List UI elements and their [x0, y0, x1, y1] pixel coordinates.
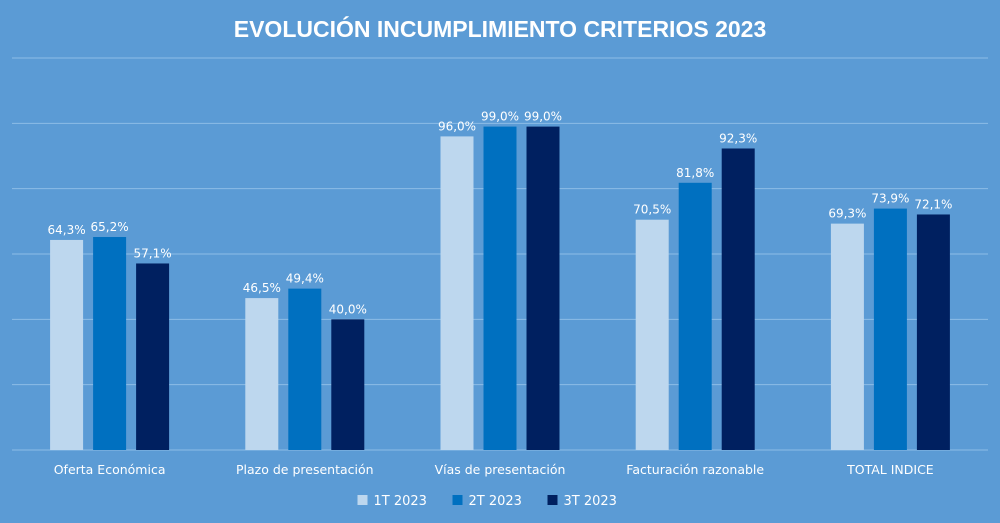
data-label: 72,1%	[914, 197, 952, 211]
category-labels: Oferta Económica Plazo de presentación Vía…	[54, 462, 934, 477]
bar	[721, 148, 755, 450]
bar	[916, 214, 950, 450]
legend-swatch	[357, 495, 368, 505]
data-label: 73,9%	[871, 192, 909, 206]
legend: 1T 2023 2T 2023 3T 2023	[357, 494, 617, 509]
bar	[50, 239, 84, 450]
bar	[830, 223, 864, 450]
bar	[93, 237, 127, 450]
category-label: Plazo de presentación	[236, 462, 374, 477]
category-label: Oferta Económica	[54, 462, 166, 477]
bar	[635, 219, 669, 450]
bar	[440, 136, 474, 450]
legend-label: 1T 2023	[374, 494, 427, 509]
data-label: 69,3%	[828, 207, 866, 221]
legend-label: 2T 2023	[469, 494, 522, 509]
legend-swatch	[452, 495, 463, 505]
category-label: TOTAL INDICE	[846, 462, 934, 477]
category-label: Vías de presentación	[435, 462, 566, 477]
data-label: 40,0%	[329, 302, 367, 316]
legend-label: 3T 2023	[564, 494, 617, 509]
bar	[245, 298, 279, 450]
bar	[526, 126, 560, 450]
data-label: 70,5%	[633, 203, 671, 217]
data-label: 49,4%	[286, 272, 324, 286]
data-label: 99,0%	[524, 110, 562, 124]
bars	[50, 126, 950, 450]
legend-swatch	[547, 495, 558, 505]
bar	[136, 263, 170, 450]
data-label: 65,2%	[91, 220, 129, 234]
data-label: 64,3%	[48, 223, 86, 237]
data-label: 99,0%	[481, 110, 519, 124]
data-label: 57,1%	[134, 246, 172, 260]
bar	[678, 182, 712, 450]
bar	[288, 288, 322, 450]
data-label: 96,0%	[438, 119, 476, 133]
data-label: 46,5%	[243, 281, 281, 295]
chart-title: EVOLUCIÓN INCUMPLIMIENTO CRITERIOS 2023	[234, 15, 766, 42]
data-labels: 64,3% 65,2% 57,1% 46,5% 49,4% 40,0% 96,0% 99,0%…	[48, 110, 953, 317]
category-label: Facturación razonable	[626, 462, 764, 477]
data-label: 92,3%	[719, 131, 757, 145]
bar	[483, 126, 517, 450]
bar	[873, 208, 907, 450]
bar	[331, 319, 365, 450]
data-label: 81,8%	[676, 166, 714, 180]
